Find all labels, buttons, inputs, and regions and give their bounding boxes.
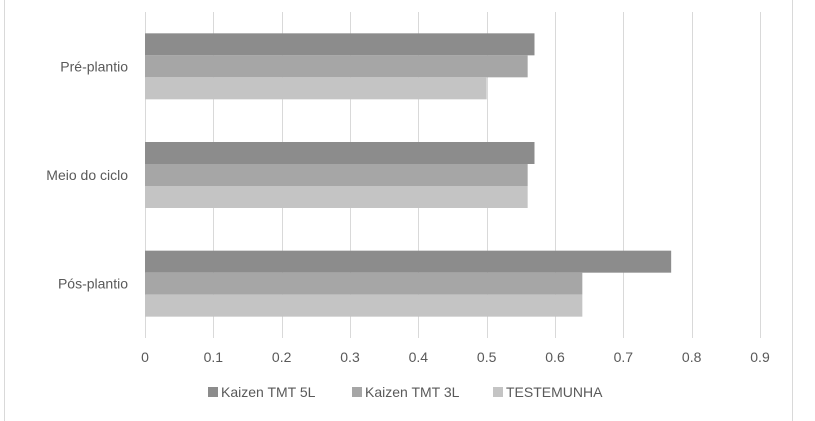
legend-swatch-2 — [493, 387, 503, 397]
bars — [145, 33, 672, 317]
x-tick-label: 0.3 — [340, 349, 360, 365]
x-tick-label: 0.5 — [477, 349, 497, 365]
bar-0-2 — [145, 77, 487, 100]
x-tick-label: 0.9 — [750, 349, 770, 365]
bar-2-2 — [145, 294, 583, 317]
legend-label-0: Kaizen TMT 5L — [221, 384, 316, 400]
legend-swatch-0 — [208, 387, 218, 397]
x-tick-label: 0 — [141, 349, 149, 365]
bar-0-1 — [145, 55, 528, 78]
x-tick-label: 0.4 — [409, 349, 429, 365]
category-label: Pré-plantio — [60, 58, 128, 74]
bar-1-2 — [145, 186, 528, 208]
x-tick-label: 0.6 — [545, 349, 565, 365]
chart-right-border — [792, 0, 793, 421]
legend-label-1: Kaizen TMT 3L — [365, 384, 460, 400]
category-label: Meio do ciclo — [46, 167, 128, 183]
bar-0-0 — [145, 33, 535, 56]
bar-1-0 — [145, 142, 535, 164]
bar-2-0 — [145, 250, 672, 273]
category-labels: Pré-plantio Meio do ciclo Pós-plantio — [46, 58, 128, 291]
x-tick-label: 0.7 — [614, 349, 634, 365]
bar-1-1 — [145, 164, 528, 186]
legend: Kaizen TMT 5L Kaizen TMT 3L TESTEMUNHA — [208, 384, 603, 400]
x-axis-tick-labels: 0 0.1 0.2 0.3 0.4 0.5 0.6 0.7 0.8 0.9 — [141, 349, 770, 365]
x-tick-label: 0.2 — [272, 349, 292, 365]
x-tick-label: 0.1 — [204, 349, 224, 365]
category-label: Pós-plantio — [58, 276, 128, 292]
x-tick-label: 0.8 — [682, 349, 702, 365]
chart-left-border — [4, 0, 5, 421]
bar-2-1 — [145, 272, 583, 295]
legend-swatch-1 — [352, 387, 362, 397]
legend-label-2: TESTEMUNHA — [506, 384, 603, 400]
